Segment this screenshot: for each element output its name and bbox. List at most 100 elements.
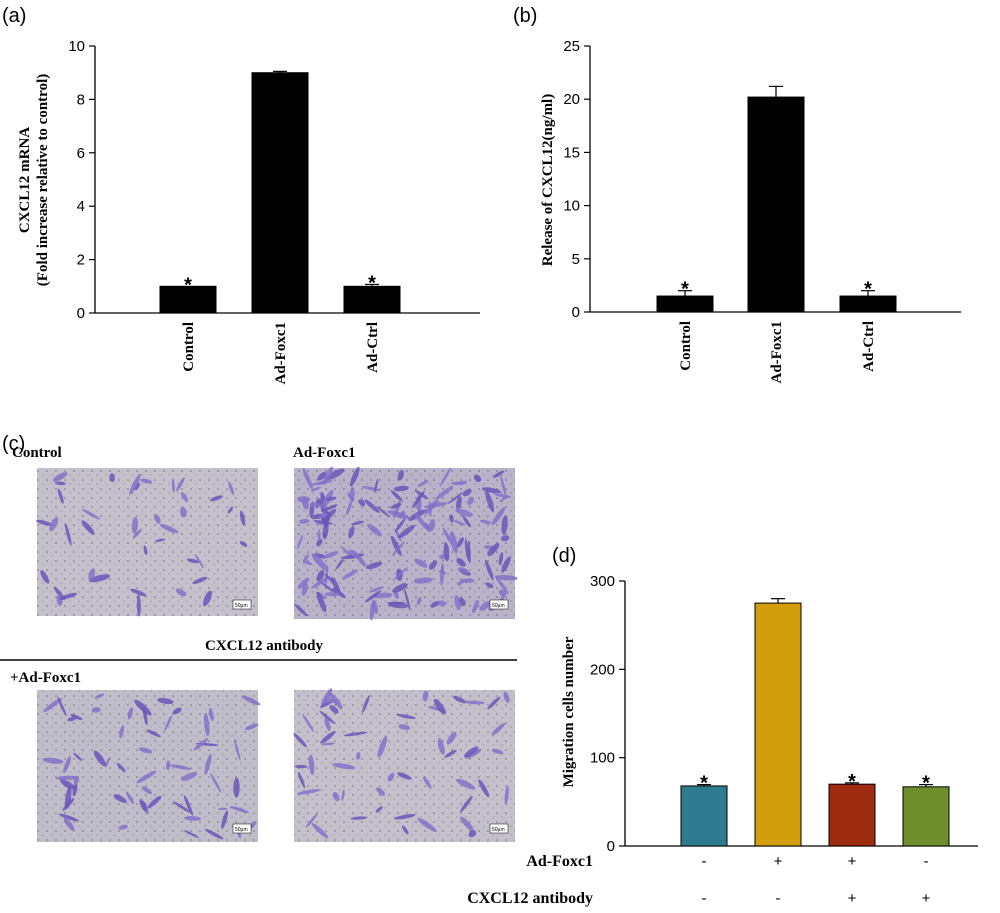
- panel-label-b: (b): [513, 5, 537, 27]
- stained-cell: [468, 830, 477, 838]
- stained-cell: [302, 468, 314, 490]
- stained-cell: [376, 787, 385, 796]
- y-tick-label: 0: [572, 304, 580, 321]
- stained-cell: [54, 481, 66, 486]
- stained-cell: [472, 599, 480, 614]
- stained-cell: [192, 576, 208, 584]
- stained-cell: [348, 549, 360, 559]
- stained-cell: [203, 712, 210, 737]
- stained-cell: [204, 829, 224, 840]
- stained-cell: [118, 824, 128, 830]
- stained-cell: [204, 753, 212, 775]
- stained-cell: [113, 794, 127, 803]
- stained-cell: [491, 507, 506, 526]
- panel-label-c: (c): [2, 433, 25, 455]
- stained-cell: [82, 509, 101, 520]
- stained-cell: [298, 519, 310, 524]
- y-tick-label: 6: [77, 145, 85, 162]
- stained-cell: [36, 519, 53, 527]
- stained-cell: [443, 542, 450, 562]
- stained-cell: [184, 816, 202, 821]
- stained-cell: [42, 757, 64, 764]
- stained-cell: [481, 487, 501, 494]
- stained-cell: [398, 724, 411, 730]
- stained-cell: [218, 807, 228, 811]
- stained-cell: [430, 601, 439, 608]
- condition-sign: +: [848, 853, 857, 870]
- scale-bar-label: 50μm: [235, 827, 248, 833]
- stained-cell: [180, 492, 189, 502]
- category-label: Ad-Ctrl: [861, 321, 877, 372]
- stained-cell: [169, 764, 192, 770]
- stained-cell: [64, 523, 72, 546]
- stained-cell: [436, 600, 447, 606]
- stained-cell: [439, 467, 452, 487]
- stained-cell: [494, 493, 511, 498]
- scale-bar-label: 50μm: [235, 603, 248, 609]
- micrograph-antibody: 50μm: [293, 688, 515, 842]
- stained-cell: [146, 729, 161, 738]
- stained-cell: [186, 558, 199, 564]
- scale-bar-label: 50μm: [492, 603, 505, 609]
- stained-cell: [390, 490, 403, 502]
- stained-cell: [367, 523, 382, 537]
- stained-cell: [203, 590, 212, 607]
- y-tick-label: 10: [68, 38, 85, 55]
- stained-cell: [449, 531, 458, 554]
- stained-cell: [457, 567, 469, 574]
- stained-cell: [244, 723, 259, 730]
- stained-cell: [498, 589, 507, 597]
- condition-sign: -: [702, 853, 707, 870]
- stained-cell: [227, 506, 234, 514]
- stained-cell: [444, 749, 457, 758]
- stained-cell: [88, 568, 96, 581]
- stained-cell: [365, 561, 383, 570]
- stained-cell: [332, 763, 356, 770]
- y-tick-label: 0: [607, 838, 615, 855]
- stained-cell: [132, 529, 142, 539]
- stained-cell: [320, 730, 336, 744]
- stained-cell: [437, 738, 445, 755]
- stained-cell: [404, 588, 411, 612]
- stained-cell: [392, 566, 408, 581]
- stained-cell: [372, 600, 379, 614]
- stained-cell: [229, 806, 250, 813]
- y-tick-label: 15: [563, 144, 580, 161]
- stained-cell: [73, 776, 79, 785]
- stained-cell: [361, 695, 370, 714]
- stained-cell: [302, 560, 313, 566]
- stained-cell: [456, 557, 466, 567]
- stained-cell: [293, 732, 307, 748]
- y-axis-label-secondary: (Fold increase relative to control): [35, 74, 51, 286]
- stained-cell: [129, 473, 141, 495]
- stained-cell: [55, 775, 80, 780]
- stained-cell: [492, 470, 505, 478]
- stained-cell: [81, 520, 95, 535]
- stained-cell: [147, 795, 162, 809]
- category-label: Ad-Foxc1: [273, 322, 289, 385]
- stained-cell: [429, 560, 438, 570]
- significance-star: *: [368, 272, 376, 294]
- stained-cell: [396, 714, 417, 719]
- stained-cell: [234, 738, 241, 761]
- stained-cell: [116, 762, 126, 773]
- stained-cell: [386, 601, 406, 605]
- stained-cell: [351, 520, 365, 526]
- y-tick-label: 20: [563, 91, 580, 108]
- y-tick-label: 100: [590, 750, 615, 767]
- bar: [828, 783, 876, 847]
- stained-cell: [473, 474, 482, 482]
- y-tick-label: 4: [77, 198, 85, 215]
- stained-cell: [459, 597, 466, 607]
- stained-cell: [311, 553, 329, 572]
- significance-star: *: [681, 279, 689, 301]
- stained-cell: [503, 691, 510, 704]
- panel-label-a: (a): [2, 5, 26, 27]
- stained-cell: [414, 558, 428, 568]
- stained-cell: [180, 772, 198, 781]
- stained-cell: [58, 813, 80, 822]
- bar: [159, 285, 217, 314]
- stained-cell: [311, 480, 333, 486]
- stained-cell: [414, 512, 429, 531]
- micrograph-panel: Control Ad-Foxc1 50μm 50μm CXCL12 antibo…: [0, 445, 518, 842]
